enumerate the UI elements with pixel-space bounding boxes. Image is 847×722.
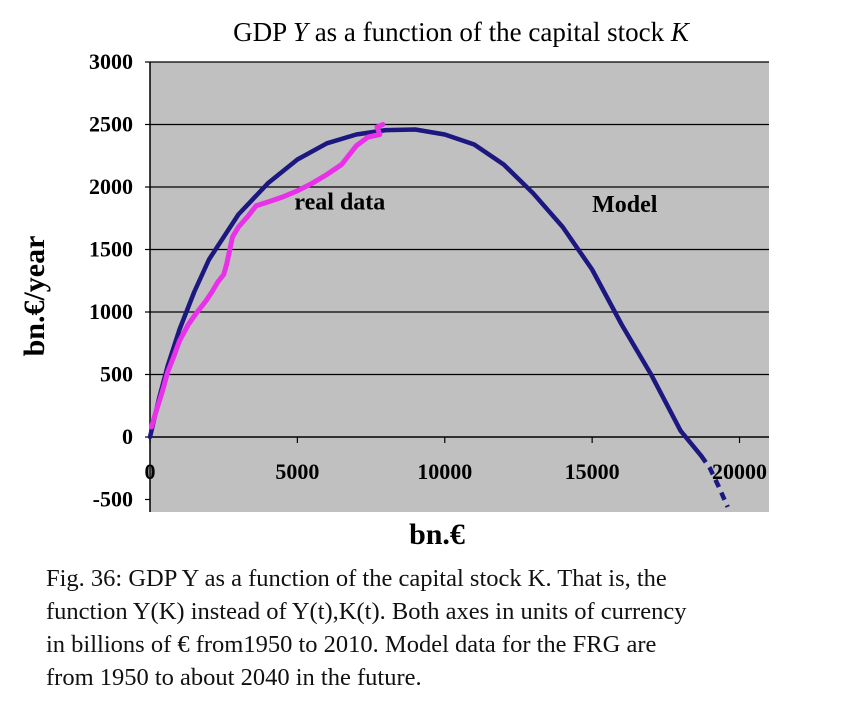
series-layer	[147, 122, 730, 508]
chart-title-part: Y	[293, 17, 311, 47]
y-tick-label: 500	[100, 362, 133, 387]
chart-title-part: K	[670, 17, 691, 47]
x-axis-label: bn.€	[409, 518, 465, 551]
figure-caption: Fig. 36: GDP Y as a function of the capi…	[46, 562, 836, 694]
y-tick-label: 2500	[89, 112, 133, 137]
y-axis-label: bn.€/year	[18, 236, 51, 357]
x-tick-label: 0	[145, 459, 156, 484]
caption-line: Fig. 36: GDP Y as a function of the capi…	[46, 565, 667, 592]
chart-title-part: GDP	[233, 17, 293, 47]
series-model-forecast	[699, 454, 730, 508]
y-tick-label: 1500	[89, 237, 133, 262]
plot-area	[150, 62, 769, 512]
series-model	[147, 127, 704, 459]
y-tick-label: 2000	[89, 174, 133, 199]
caption-line: function Y(K) instead of Y(t),K(t). Both…	[46, 598, 687, 625]
y-tick-label: 0	[122, 424, 133, 449]
gridlines	[150, 61, 769, 438]
x-ticks: 0 5000 10000 15000 20000	[145, 437, 767, 484]
chart-title: GDP Y as a function of the capital stock…	[233, 17, 691, 47]
series-real-data	[149, 122, 386, 430]
caption-line: in billions of € from1950 to 2010. Model…	[46, 631, 657, 658]
caption-line: from 1950 to about 2040 in the future.	[46, 664, 422, 691]
annotation-real-data: real data	[294, 190, 385, 216]
y-tick-label: 1000	[89, 299, 133, 324]
y-ticks: 3000 2500 2000 1500 1000 500 0 -500	[89, 49, 150, 512]
y-tick-label: -500	[93, 487, 133, 512]
x-tick-label: 5000	[275, 459, 319, 484]
chart: GDP Y as a function of the capital stock…	[18, 17, 769, 551]
x-tick-label: 10000	[417, 459, 472, 484]
x-tick-label: 20000	[712, 459, 767, 484]
chart-title-part: as a function of the capital stock	[308, 17, 671, 47]
annotation-model: Model	[592, 192, 658, 218]
y-tick-label: 3000	[89, 49, 133, 74]
x-tick-label: 15000	[565, 459, 620, 484]
